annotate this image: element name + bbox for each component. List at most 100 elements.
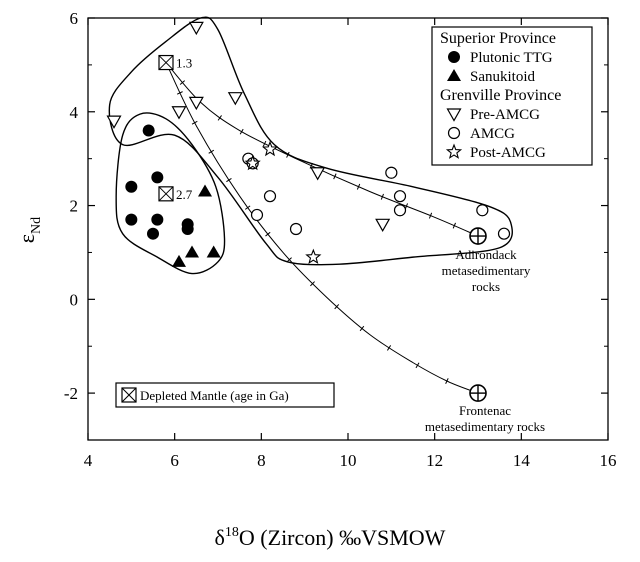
curve-tick (176, 91, 183, 95)
legend-item-label: Sanukitoid (470, 69, 536, 85)
x-tick-label: 16 (600, 451, 617, 470)
legend-marker (447, 69, 461, 81)
amcg-point (476, 204, 489, 217)
mixing-curve-1 (165, 62, 479, 237)
legend-box (431, 26, 593, 166)
sanukitoid-point (198, 184, 212, 197)
legend: Superior Province Plutonic TTG Sanukitoid G… (431, 26, 593, 166)
superior-province-field (115, 112, 226, 275)
plutonic-ttg-point (151, 171, 164, 184)
curve-tick (386, 345, 392, 351)
curve-tick (179, 80, 186, 85)
curve-tick (359, 325, 365, 332)
curve-tick (445, 378, 449, 384)
mixing-curves (165, 62, 479, 394)
plutonic-ttg-point (147, 227, 159, 240)
y-tick-label: -2 (64, 384, 78, 403)
amcg-point (393, 190, 407, 203)
legend-item-label: Plutonic TTG (470, 50, 553, 66)
depleted-mantle-points: 1.3 2.7 (158, 54, 193, 202)
pre-amcg-point (227, 92, 243, 106)
x-tick-label: 6 (170, 451, 179, 470)
y-tick-label: 2 (70, 197, 79, 216)
pre-amcg-point (171, 106, 187, 120)
y-tick-label: 0 (70, 290, 79, 309)
curve-tick (286, 151, 290, 158)
sanukitoid-point (206, 245, 221, 258)
pre-amcg-point (188, 21, 204, 36)
curve-tick (244, 205, 251, 210)
curve-tick (262, 140, 267, 147)
pre-amcg-point (188, 96, 204, 111)
amcg-point (263, 190, 277, 203)
depleted-mantle-marker (158, 54, 174, 71)
inset-legend-marker (121, 387, 137, 403)
curve-tick (286, 257, 292, 263)
svg-text:εNd: εNd (14, 217, 44, 243)
curve-tick (334, 304, 340, 310)
curve-tick (265, 231, 271, 237)
curve-tick (428, 212, 433, 219)
depleted-mantle-age-label: 2.7 (176, 187, 193, 202)
post-amcg-point (261, 140, 279, 157)
pre-amcg-point (375, 218, 391, 233)
y-axis-title: εNd (14, 217, 44, 243)
legend-marker (447, 126, 461, 140)
mixing-curve-2 (165, 62, 479, 394)
plutonic-ttg-point (181, 218, 194, 231)
inset-legend-label: Depleted Mantle (age in Ga) (140, 388, 289, 403)
inset-legend-box (115, 382, 335, 408)
curve-tick (217, 115, 222, 121)
frontenac-label-line: metasedimentary rocks (425, 419, 545, 434)
curve-tick (380, 193, 384, 200)
y-tick-label: 6 (70, 9, 79, 28)
adirondack-label-line: metasedimentary (442, 263, 531, 278)
grenville-province-field (108, 16, 514, 266)
curve-tick (226, 177, 232, 183)
pre-amcg-point (310, 167, 326, 181)
curve-tick (356, 183, 361, 190)
adirondack-label-line: Adirondack (455, 247, 517, 262)
x-tick-label: 10 (340, 451, 357, 470)
curve-tick (191, 120, 198, 125)
legend-item-label: Pre-AMCG (470, 107, 540, 123)
x-tick-label: 8 (257, 451, 266, 470)
curve-tick (310, 281, 315, 287)
legend-group-title: Superior Province (440, 30, 556, 47)
post-amcg-point (305, 248, 322, 265)
adirondack-endmember-marker (469, 227, 487, 245)
curve-tick (239, 128, 244, 135)
plutonic-ttg-point (125, 213, 138, 226)
post-amcg-point (244, 154, 261, 171)
frontenac-endmember-marker (469, 384, 487, 402)
x-tick-label: 4 (84, 451, 93, 470)
adirondack-label-line: rocks (472, 279, 500, 294)
depleted-mantle-marker (158, 186, 174, 202)
frontenac-label-line: Frontenac (459, 403, 511, 418)
curve-tick (333, 173, 337, 180)
inset-legend: Depleted Mantle (age in Ga) (115, 382, 335, 408)
curve-tick (415, 362, 420, 369)
legend-item-label: AMCG (470, 126, 515, 142)
province-fields (108, 16, 514, 275)
pre-amcg-point (106, 115, 122, 129)
amcg-point (393, 204, 407, 217)
curve-tick (452, 222, 457, 229)
curve-tick (404, 203, 408, 210)
amcg-point (497, 227, 511, 240)
x-tick-label: 12 (426, 451, 443, 470)
x-axis-title: δ18O (Zircon) ‰VSMOW (215, 525, 446, 550)
sanukitoid-point (185, 245, 199, 258)
amcg-point (289, 222, 303, 236)
legend-group-title: Grenville Province (440, 87, 561, 104)
y-tick-label: 4 (70, 103, 79, 122)
plutonic-ttg-point (142, 124, 155, 137)
legend-marker (446, 108, 462, 122)
axis-ticks: 4 6 8 10 12 14 16 -2 0 2 4 6 (64, 9, 617, 470)
legend-marker (445, 143, 463, 159)
plutonic-ttg-point (125, 180, 138, 193)
amcg-point (385, 166, 398, 179)
amcg-point (250, 208, 264, 222)
data-points (106, 21, 511, 267)
